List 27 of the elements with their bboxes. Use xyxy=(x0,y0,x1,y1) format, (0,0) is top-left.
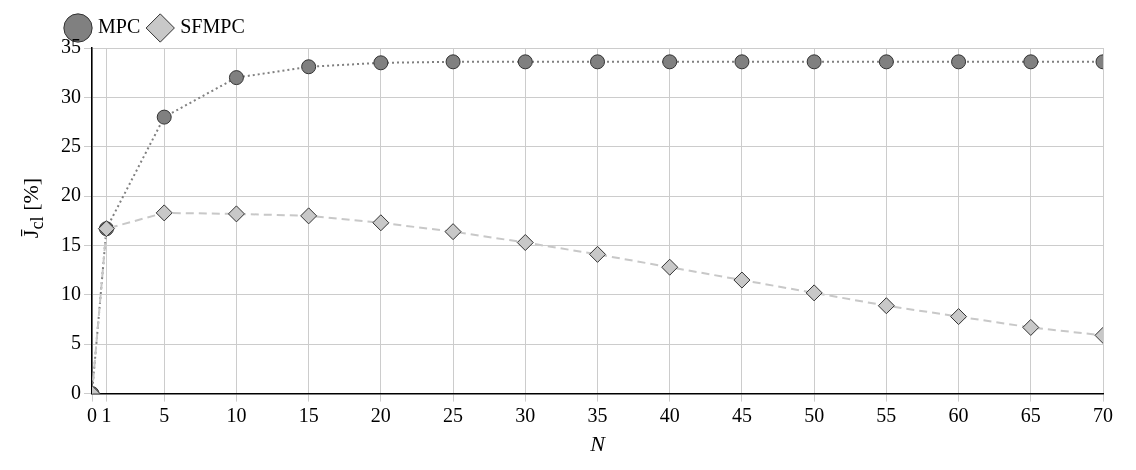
x-tick-label: 15 xyxy=(298,403,319,426)
x-tick-label: 60 xyxy=(948,403,969,426)
x-tick-label: 25 xyxy=(443,403,464,426)
legend-label: SFMPC xyxy=(180,15,245,38)
y-tick-label: 35 xyxy=(61,35,81,58)
y-tick-label: 15 xyxy=(61,232,81,255)
x-tick-label: 55 xyxy=(876,403,897,426)
x-tick-label: 0 xyxy=(87,403,97,426)
x-tick-label: 65 xyxy=(1020,403,1041,426)
x-tick-label: 1 xyxy=(101,403,112,426)
x-tick-label: 35 xyxy=(587,403,608,426)
x-axis-title: N xyxy=(589,430,607,456)
y-tick-label: 0 xyxy=(71,380,81,403)
x-tick-label: 45 xyxy=(731,403,752,426)
x-tick-label: 10 xyxy=(226,403,247,426)
y-tick-label: 25 xyxy=(61,133,81,156)
y-tick-label: 5 xyxy=(71,331,81,354)
x-tick-label: 40 xyxy=(659,403,680,426)
y-tick-label: 30 xyxy=(61,84,81,107)
x-tick-label: 20 xyxy=(370,403,391,426)
x-tick-label: 70 xyxy=(1093,403,1113,426)
x-tick-label: 50 xyxy=(804,403,825,426)
legend-label: MPC xyxy=(98,15,141,38)
x-tick-label: 30 xyxy=(515,403,536,426)
y-tick-label: 20 xyxy=(61,183,81,206)
x-tick-label: 5 xyxy=(159,403,170,426)
y-tick-label: 10 xyxy=(61,282,81,305)
